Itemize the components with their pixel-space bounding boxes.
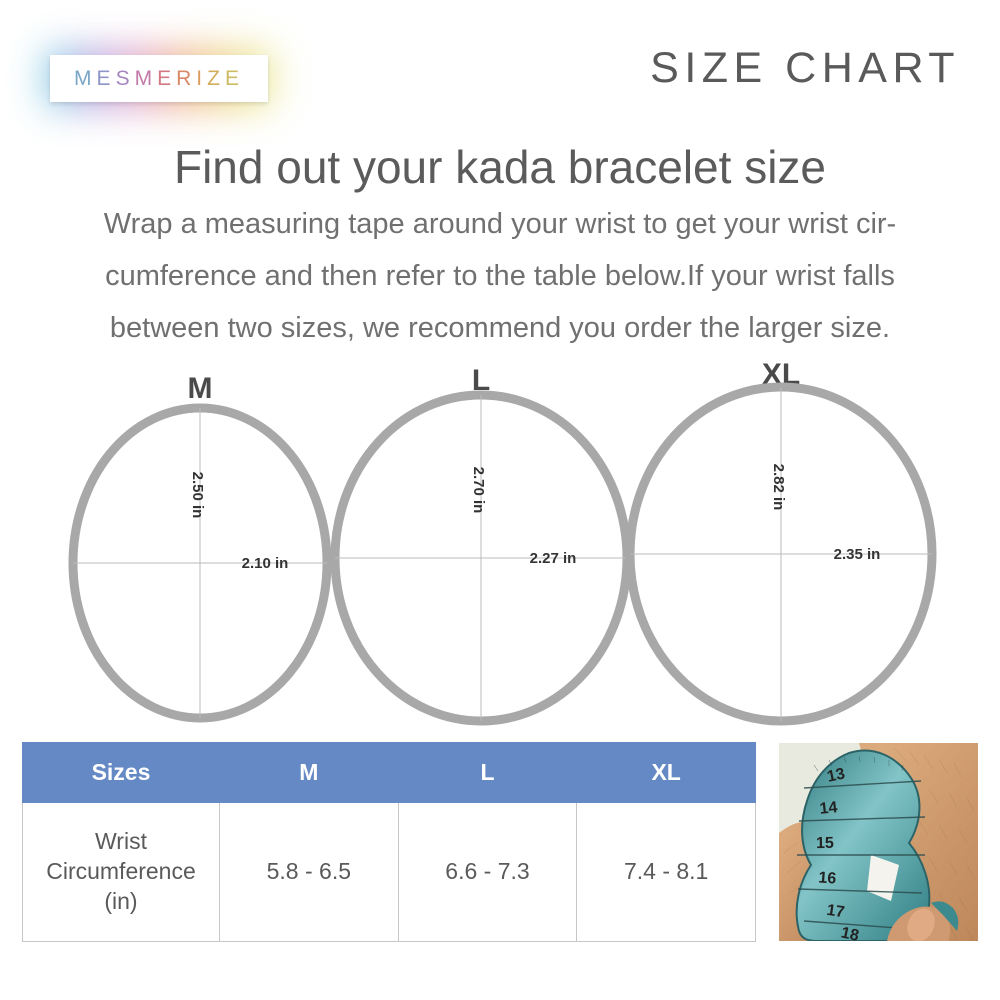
svg-text:2.70 in: 2.70 in [470,467,487,514]
svg-text:2.82 in: 2.82 in [770,464,787,511]
svg-text:M: M [188,372,213,405]
svg-text:13: 13 [826,765,847,785]
svg-text:17: 17 [826,902,846,921]
svg-text:2.35 in: 2.35 in [834,546,881,563]
svg-text:16: 16 [818,869,837,887]
svg-text:15: 15 [816,835,834,852]
svg-text:14: 14 [819,799,839,818]
svg-text:2.10 in: 2.10 in [242,555,289,572]
svg-text:2.50 in: 2.50 in [189,472,206,519]
svg-text:18: 18 [839,924,860,941]
svg-text:2.27 in: 2.27 in [530,550,577,567]
